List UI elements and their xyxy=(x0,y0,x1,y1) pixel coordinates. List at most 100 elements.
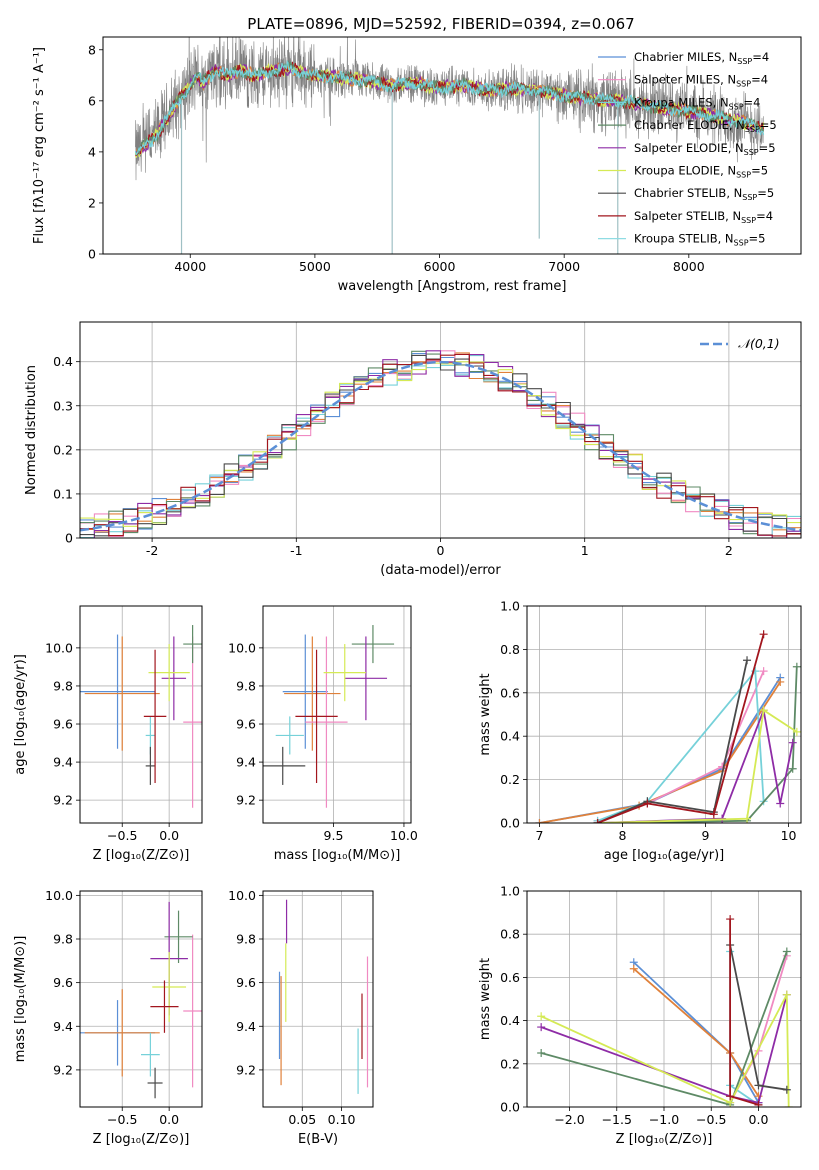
plot-area xyxy=(80,901,202,1099)
weight-marker xyxy=(537,1023,546,1032)
legend-label: Kroupa ELODIE, NSSP=5 xyxy=(634,164,768,180)
weight-series-line xyxy=(540,994,788,1104)
plot-area xyxy=(80,350,801,538)
y-tick-label: 0.2 xyxy=(500,1056,520,1071)
weight-marker xyxy=(792,662,801,671)
weight-series-line xyxy=(597,666,798,823)
x-tick-label: 0.0 xyxy=(749,1112,769,1127)
x-tick-label: −0.5 xyxy=(696,1112,726,1127)
normal-curve xyxy=(80,360,801,532)
x-axis-label: age [log₁₀(age/yr)] xyxy=(604,848,725,863)
z-age-panel: −0.5 0.0 9.2 9.4 9.6 9.8 10.0 Z [log₁₀(Z/Z⊙)] ag… xyxy=(13,605,203,863)
y-tick-label: 9.4 xyxy=(236,1019,256,1034)
x-tick-label: 9.5 xyxy=(324,828,344,843)
x-tick-label: 0.10 xyxy=(328,1112,356,1127)
weight-series-line xyxy=(597,660,748,823)
y-tick-label: 0.8 xyxy=(500,927,520,942)
weight-marker xyxy=(754,1081,763,1090)
weight-marker xyxy=(593,819,602,823)
x-tick-label: 7 xyxy=(535,828,543,843)
x-tick-label: 8000 xyxy=(673,259,705,274)
y-axis-label: mass weight xyxy=(478,958,493,1040)
plot-area xyxy=(278,899,369,1094)
y-tick-label: 9.6 xyxy=(236,975,256,990)
error-bar-point xyxy=(145,746,156,785)
x-axis-label: Z [log₁₀(Z/Z⊙)] xyxy=(93,848,190,863)
weight-marker xyxy=(782,1085,791,1094)
weight-marker xyxy=(759,667,768,676)
error-bar-point xyxy=(351,625,395,664)
y-tick-label: 10.0 xyxy=(228,888,256,903)
weight-marker xyxy=(726,1092,735,1101)
weight-series-line xyxy=(540,994,790,1107)
weight-marker xyxy=(788,738,797,747)
error-bar-point xyxy=(152,952,187,1022)
y-tick-label: 10.0 xyxy=(45,640,73,655)
x-tick-label: −1.0 xyxy=(649,1112,679,1127)
x-tick-label: 8 xyxy=(619,828,627,843)
spectrum-panel: 4000 5000 6000 7000 8000 0 2 4 6 8 wavelength [Ang… xyxy=(32,36,802,294)
spectrum-model-line xyxy=(134,60,765,156)
y-tick-label: 9.6 xyxy=(53,717,73,732)
x-tick-label: 0.05 xyxy=(288,1112,316,1127)
plot-area xyxy=(134,37,765,254)
y-tick-label: 4 xyxy=(88,144,96,159)
weight-marker xyxy=(788,764,797,773)
y-tick-label: 0.2 xyxy=(500,772,520,787)
x-axis-label: E(B-V) xyxy=(298,1132,338,1147)
axes-frame xyxy=(79,321,802,539)
weight-marker xyxy=(743,656,752,665)
x-tick-label: 0 xyxy=(437,543,445,558)
legend-label: Chabrier MILES, NSSP=4 xyxy=(634,50,769,66)
error-bar-point xyxy=(275,716,304,755)
y-tick-label: 9.2 xyxy=(236,793,256,808)
axes-frame xyxy=(102,36,802,255)
error-bar-point xyxy=(282,634,328,749)
x-tick-label: 1 xyxy=(581,543,589,558)
x-tick-label: 6000 xyxy=(424,259,456,274)
weight-marker xyxy=(792,727,801,736)
z-mass-panel: −0.5 0.0 9.2 9.4 9.6 9.8 10.0 Z [log₁₀(Z/Z⊙)] ma… xyxy=(13,888,203,1147)
y-tick-label: 6 xyxy=(88,93,96,108)
axes-frame xyxy=(79,890,203,1108)
y-axis-label: mass [log₁₀(M/M⊙)] xyxy=(13,936,28,1063)
y-tick-label: 9.8 xyxy=(53,932,73,947)
y-axis-label: Flux [fλ10⁻¹⁷ erg cm⁻² s⁻¹ A⁻¹] xyxy=(32,47,47,244)
y-tick-label: 0.6 xyxy=(500,685,520,700)
error-bar-point xyxy=(147,1067,163,1099)
legend-label: Kroupa STELIB, NSSP=5 xyxy=(634,232,765,248)
weight-marker xyxy=(535,819,544,823)
y-axis-label: mass weight xyxy=(478,673,493,755)
axes-frame xyxy=(262,605,412,824)
y-tick-label: 0.1 xyxy=(53,486,73,501)
x-tick-label: 10.0 xyxy=(390,828,418,843)
error-bar-point xyxy=(295,649,338,784)
y-tick-label: 9.6 xyxy=(236,717,256,732)
weights-z-panel: −2.0 −1.5 −1.0 −0.5 0.0 0.0 0.2 0.4 0.6 0.8 1.0 Z [… xyxy=(478,884,802,1147)
weight-series-line xyxy=(597,708,798,823)
plot-area xyxy=(80,625,202,808)
y-tick-label: 0.0 xyxy=(500,1100,520,1115)
plot-area xyxy=(535,630,801,823)
y-tick-label: 8 xyxy=(88,42,96,57)
weights-age-panel: 7 8 9 10 0.0 0.2 0.4 0.6 0.8 1.0 age [log₁₀(age/yr… xyxy=(478,599,802,863)
x-tick-label: 0.0 xyxy=(159,1112,179,1127)
error-bar-point xyxy=(84,636,160,751)
axes-frame xyxy=(79,605,203,824)
plot-area xyxy=(263,625,395,808)
weight-marker xyxy=(537,1012,546,1021)
error-bar-point xyxy=(141,1032,160,1077)
y-tick-label: 0 xyxy=(65,531,73,546)
y-tick-label: 10.0 xyxy=(228,640,256,655)
axes-frame xyxy=(526,605,802,824)
y-tick-label: 9.6 xyxy=(53,975,73,990)
error-bar-point xyxy=(344,636,388,721)
error-bar-point xyxy=(150,980,179,1033)
x-axis-label: (data-model)/error xyxy=(380,563,501,578)
x-tick-label: −2.0 xyxy=(554,1112,584,1127)
y-tick-label: 10.0 xyxy=(45,888,73,903)
y-tick-label: 0.2 xyxy=(53,442,73,457)
legend-label: Chabrier STELIB, NSSP=5 xyxy=(634,186,774,202)
y-tick-label: 9.2 xyxy=(236,1062,256,1077)
